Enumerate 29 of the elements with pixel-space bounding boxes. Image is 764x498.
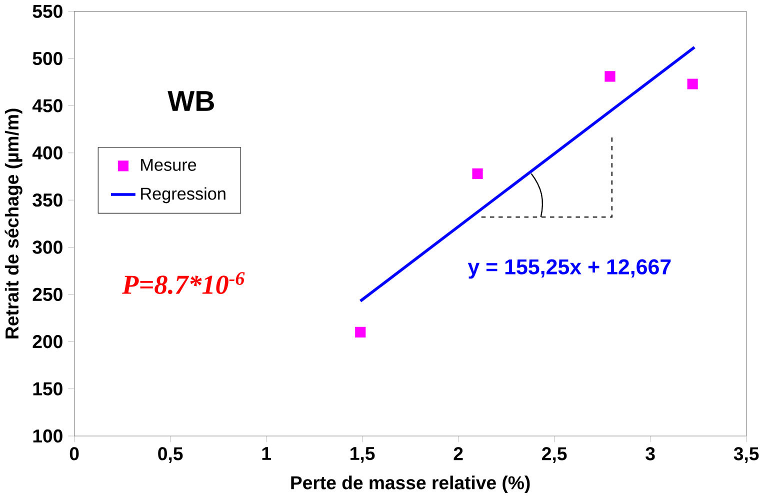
- y-tick-label: 300: [32, 240, 62, 254]
- y-tick-label: 450: [32, 99, 62, 112]
- point: [604, 71, 616, 82]
- x-tick-label: 1,5: [350, 447, 375, 463]
- x-tick-label: 2: [454, 447, 463, 460]
- point: [355, 327, 366, 338]
- x-axis-title: Perte de masse relative (%): [291, 476, 530, 494]
- point: [687, 78, 698, 90]
- x-tick-label: 0: [70, 447, 79, 460]
- x-tick-label: 2,5: [542, 447, 567, 464]
- legend-label: Regression: [141, 187, 226, 204]
- x-tick-label: 3: [646, 447, 655, 460]
- y-tick-label: 100: [33, 430, 62, 443]
- x-tick-label: 0,5: [158, 447, 183, 464]
- y-tick-label: 200: [32, 335, 62, 348]
- annotation: WB: [168, 91, 214, 111]
- y-tick-label: 250: [32, 288, 62, 302]
- legend-label: Mesure: [141, 159, 196, 172]
- y-tick-label: 350: [32, 194, 62, 207]
- x-tick-label: 1: [262, 447, 271, 460]
- y-tick-label: 550: [32, 4, 62, 18]
- annotation: y = 155,25x + 12,667: [468, 259, 671, 279]
- y-tick-label: 150: [33, 382, 62, 396]
- x-tick-label: 3,5: [734, 447, 759, 464]
- annotation: P=8.7*10$^{-6}$: [122, 272, 245, 294]
- y-tick-label: 400: [32, 146, 62, 160]
- point: [472, 168, 483, 180]
- y-tick-label: 500: [32, 52, 62, 66]
- y-axis-title: Retrait de séchage (µm/m): [4, 108, 22, 338]
